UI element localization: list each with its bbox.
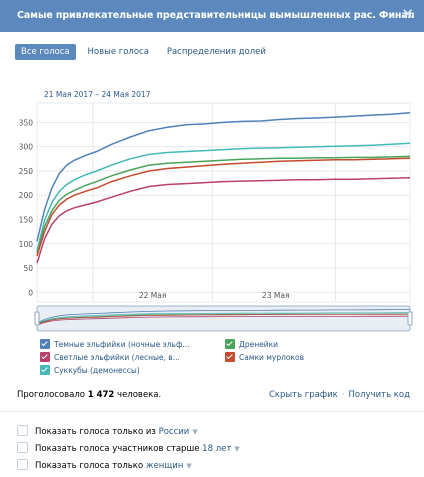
navigator-selection xyxy=(36,305,411,332)
get-code-link[interactable]: Получить код xyxy=(348,390,410,400)
filter-label: Показать голоса только из xyxy=(35,427,159,437)
divider xyxy=(0,411,424,412)
legend-item-succubi[interactable]: Суккубы (демонессы) xyxy=(40,365,140,375)
voters-suffix: человека. xyxy=(114,390,162,400)
navigator-handle-right[interactable] xyxy=(407,311,413,326)
filter-label: Показать голоса участников старше xyxy=(35,444,203,454)
filter-label: Показать голоса только xyxy=(35,461,146,471)
series-line xyxy=(36,157,411,257)
chevron-down-icon: ▼ xyxy=(234,445,240,453)
y-tick-label: 50 xyxy=(23,264,33,273)
chevron-down-icon: ▼ xyxy=(186,462,192,470)
poll-title: Самые привлекательные представительницы … xyxy=(17,10,415,21)
series-line xyxy=(36,155,411,254)
filter-gender-checkbox[interactable] xyxy=(17,459,28,470)
checkbox-icon xyxy=(40,365,50,375)
y-tick-label: 150 xyxy=(19,215,34,224)
filter-country: Показать голоса только из России ▼ xyxy=(17,425,198,437)
filter-country-checkbox[interactable] xyxy=(17,425,28,436)
close-icon[interactable]: ✕ xyxy=(401,5,414,23)
series-line xyxy=(36,142,411,252)
x-tick-label: 23 Мая xyxy=(262,291,290,300)
tab-share-distribution[interactable]: Распределения долей xyxy=(166,47,266,57)
navigator-line xyxy=(36,309,411,324)
y-tick-label: 200 xyxy=(19,191,34,200)
series-line xyxy=(36,176,411,264)
checkbox-icon xyxy=(225,339,235,349)
filter-country-dropdown[interactable]: России xyxy=(158,427,190,437)
votes-chart: 0 50 100 150 200 250 300 350 22 Мая 23 Мая xyxy=(19,102,413,332)
tab-all-votes[interactable]: Все голоса xyxy=(15,44,76,60)
voters-prefix: Проголосовало xyxy=(17,390,88,400)
series-line xyxy=(36,111,411,242)
legend: Темные эльфийки (ночные эльф... Дренейки… xyxy=(40,339,420,381)
checkbox-icon xyxy=(40,339,50,349)
y-tick-label: 350 xyxy=(19,118,34,127)
filter-gender: Показать голоса только женщин ▼ xyxy=(17,459,192,471)
legend-item-murloc[interactable]: Самки мурлоков xyxy=(225,352,304,362)
x-tick-label: 22 Мая xyxy=(139,291,167,300)
navigator-line xyxy=(36,315,411,326)
legend-label: Светлые эльфийки (лесные, в... xyxy=(54,353,180,362)
filter-age-checkbox[interactable] xyxy=(17,442,28,453)
legend-label: Суккубы (демонессы) xyxy=(54,366,140,375)
y-tick-label: 300 xyxy=(19,143,34,152)
legend-label: Самки мурлоков xyxy=(239,353,305,362)
navigator-line xyxy=(36,312,411,325)
legend-label: Дренейки xyxy=(239,340,279,349)
checkbox-icon xyxy=(225,352,235,362)
voters-count: 1 472 xyxy=(87,390,115,400)
y-tick-label: 250 xyxy=(19,167,34,176)
legend-label: Темные эльфийки (ночные эльф... xyxy=(54,340,190,349)
legend-item-light-elves[interactable]: Светлые эльфийки (лесные, в... xyxy=(40,352,180,362)
legend-item-dark-elves[interactable]: Темные эльфийки (ночные эльф... xyxy=(40,339,190,349)
modal-header: Самые привлекательные представительницы … xyxy=(0,0,424,32)
y-tick-label: 100 xyxy=(19,240,34,249)
filter-age-dropdown[interactable]: 18 лет xyxy=(202,444,232,454)
y-tick-label: 0 xyxy=(28,288,33,297)
checkbox-icon xyxy=(40,352,50,362)
tab-bar: Все голоса Новые голоса Распределения до… xyxy=(15,44,275,62)
tab-new-votes[interactable]: Новые голоса xyxy=(87,47,149,57)
navigator-handle-left[interactable] xyxy=(34,311,40,326)
voters-summary: Проголосовало 1 472 человека. xyxy=(17,390,161,400)
link-separator: · xyxy=(341,390,345,400)
plot-frame xyxy=(36,102,411,303)
filter-age: Показать голоса участников старше 18 лет… xyxy=(17,442,240,454)
hide-chart-link[interactable]: Скрыть график xyxy=(268,390,338,400)
filter-gender-dropdown[interactable]: женщин xyxy=(145,461,184,471)
navigator-line xyxy=(36,313,411,325)
chevron-down-icon: ▼ xyxy=(192,428,198,436)
footer-links: Скрыть график · Получить код xyxy=(269,390,410,400)
legend-item-draenei[interactable]: Дренейки xyxy=(225,339,278,349)
date-range[interactable]: 21 Мая 2017 – 24 Мая 2017 xyxy=(44,90,151,99)
